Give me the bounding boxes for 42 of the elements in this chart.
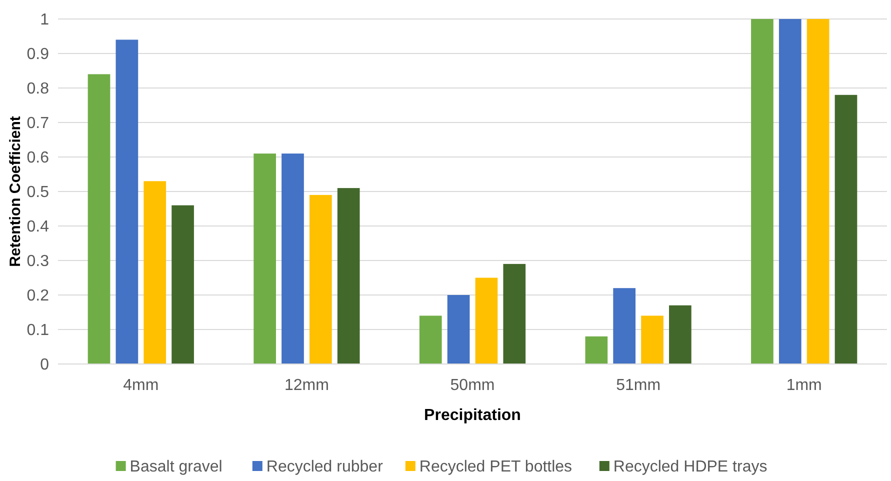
legend-label: Recycled PET bottles (419, 458, 572, 476)
legend-label: Recycled HDPE trays (613, 458, 768, 476)
bar (641, 316, 664, 364)
bar (751, 19, 774, 364)
x-tick-label: 51mm (616, 377, 661, 394)
bar (778, 19, 802, 364)
y-tick-label: 0.6 (26, 150, 50, 167)
bar (116, 40, 138, 364)
bar (613, 288, 636, 364)
bar (447, 295, 470, 364)
bar (585, 336, 608, 364)
y-tick-label: 0 (40, 356, 50, 374)
bar (254, 154, 276, 364)
y-tick-label: 0.8 (26, 80, 50, 98)
y-tick-label: 0.7 (26, 115, 50, 132)
y-tick-label: 0.4 (26, 218, 50, 236)
y-tick-label: 0.3 (26, 253, 50, 270)
y-axis-title: Retention Coefficient (7, 116, 24, 267)
bar (834, 94, 858, 364)
x-tick-label: 4mm (123, 377, 159, 394)
bar (337, 188, 360, 364)
y-tick-label: 0.2 (26, 288, 50, 305)
bar (144, 181, 166, 364)
x-tick-label: 1mm (786, 377, 822, 394)
bar (806, 19, 830, 364)
y-tick-label: 0.9 (26, 46, 50, 64)
bar (282, 154, 304, 364)
legend-label: Basalt gravel (130, 458, 222, 476)
y-tick-label: 0.1 (26, 322, 50, 340)
bar (475, 278, 498, 364)
y-tick-label: 0.5 (26, 184, 50, 202)
y-tick-label: 1 (40, 12, 50, 29)
x-tick-label: 12mm (284, 377, 329, 394)
legend-label: Recycled rubber (266, 458, 384, 476)
bar (88, 74, 110, 364)
bar (669, 305, 692, 364)
x-tick-label: 50mm (450, 377, 495, 394)
bar (172, 205, 194, 364)
bar (503, 264, 526, 364)
bar (419, 316, 442, 364)
x-axis-title: Precipitation (424, 407, 521, 424)
bar (309, 194, 332, 364)
